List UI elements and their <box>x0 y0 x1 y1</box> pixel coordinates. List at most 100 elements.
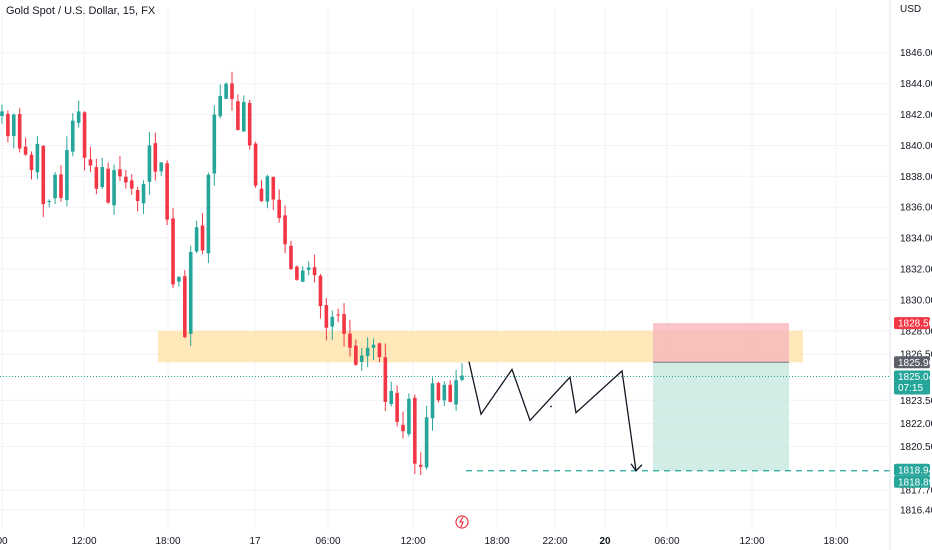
candle-body <box>53 174 57 199</box>
candle-body <box>165 163 169 220</box>
candle-body <box>159 162 164 172</box>
candle-body <box>82 112 87 158</box>
take-profit-tag: 1818.94 <box>894 463 932 476</box>
candle-body <box>359 355 364 362</box>
candle-body <box>76 111 81 123</box>
candle-body <box>312 267 317 276</box>
candle-body <box>430 383 435 419</box>
candle-body <box>106 168 110 203</box>
currency-label: USD <box>900 4 921 15</box>
candle-body <box>395 392 399 422</box>
candle-body <box>454 380 458 405</box>
candle-body <box>100 167 105 188</box>
candle-body <box>241 102 246 132</box>
candle-body <box>300 270 305 282</box>
price-tick-label: 1823.50 <box>900 396 932 407</box>
svg-text:1828.50: 1828.50 <box>898 319 932 330</box>
candle-body <box>35 143 40 173</box>
candle-body <box>247 103 252 146</box>
candle-body <box>112 170 116 206</box>
time-axis[interactable]: 00 12:00 18:00 17 06:00 12:00 18:00 22:00 20 06:0… <box>0 536 849 547</box>
time-tick-label: 12:00 <box>400 536 425 547</box>
candle-body <box>442 384 447 401</box>
price-tick-label: 1816.40 <box>900 506 932 517</box>
stop-loss-tag: 1828.50 <box>894 317 932 330</box>
projection-arrow-head <box>630 463 643 472</box>
stop-loss-zone[interactable] <box>653 323 789 363</box>
price-tick-label: 1842.00 <box>900 110 932 121</box>
candle-body <box>88 159 93 166</box>
candle-body <box>17 113 22 149</box>
candle-body <box>324 305 329 328</box>
candle-body <box>277 199 281 219</box>
candle-body <box>147 145 152 182</box>
event-flag-icon[interactable] <box>455 515 469 529</box>
candle-body <box>389 391 394 404</box>
candle-body <box>295 266 299 280</box>
candle-body <box>330 316 335 327</box>
candle-body <box>47 201 51 203</box>
candle-body <box>118 169 122 177</box>
candle-body <box>318 275 323 307</box>
time-tick-label: 12:00 <box>739 536 764 547</box>
price-tick-label: 1840.00 <box>900 141 932 152</box>
candle-body <box>306 267 311 270</box>
time-tick-label: 12:00 <box>71 536 96 547</box>
candle-body <box>377 343 382 358</box>
time-tick-label: 18:00 <box>823 536 848 547</box>
candle-body <box>41 145 46 205</box>
candle-body <box>401 424 405 432</box>
target-2-tag: 1818.89 <box>894 475 932 488</box>
candle-body <box>336 314 340 316</box>
symbol-title[interactable]: Gold Spot / U.S. Dollar, 15, FX <box>6 5 156 17</box>
candle-body <box>448 384 453 402</box>
time-tick-label: 20 <box>599 536 611 547</box>
candle-body <box>424 417 429 468</box>
candle-body <box>230 83 234 100</box>
candle-body <box>194 227 199 252</box>
candle-body <box>348 333 352 348</box>
candlestick-series <box>0 71 464 476</box>
candle-body <box>200 225 205 251</box>
candle-body <box>289 245 293 269</box>
candle-body <box>236 101 240 130</box>
candle-body <box>436 382 441 401</box>
price-tick-label: 1826.50 <box>900 349 932 360</box>
candle-body <box>265 176 270 202</box>
take-profit-zone[interactable] <box>653 362 789 471</box>
candle-body <box>23 146 28 155</box>
candle-body <box>29 154 34 171</box>
candle-body <box>177 276 181 282</box>
price-tick-label: 1834.00 <box>900 234 932 245</box>
candle-body <box>183 276 187 337</box>
candle-body <box>59 174 63 198</box>
price-tick-label: 1836.00 <box>900 203 932 214</box>
time-tick-label: 18:00 <box>484 536 509 547</box>
candle-body <box>418 464 423 467</box>
time-tick-label: 22:00 <box>542 536 567 547</box>
current-price-tag: 1825.04 07:15 <box>894 370 932 395</box>
price-axis[interactable]: 1846.00 1844.00 1842.00 1840.00 1838.00 1836.… <box>900 48 932 516</box>
small-dot-marker <box>550 405 552 408</box>
candle-body <box>354 345 358 365</box>
time-tick-label: 18:00 <box>155 536 180 547</box>
price-tick-label: 1820.50 <box>900 442 932 453</box>
svg-text:1825.04: 1825.04 <box>898 372 932 383</box>
candle-body <box>70 120 75 152</box>
candle-body <box>383 357 388 402</box>
candle-body <box>0 111 4 117</box>
candle-body <box>188 252 193 334</box>
price-tick-label: 1822.00 <box>900 419 932 430</box>
candle-body <box>129 180 134 189</box>
price-tick-label: 1846.00 <box>900 48 932 59</box>
candle-body <box>271 176 276 200</box>
projection-path[interactable] <box>468 361 637 471</box>
svg-text:1825.96: 1825.96 <box>898 358 932 369</box>
candle-body <box>11 114 16 137</box>
time-tick-label: 06:00 <box>315 536 340 547</box>
svg-text:1818.94: 1818.94 <box>898 465 932 476</box>
price-tick-label: 1830.00 <box>900 295 932 306</box>
candle-body <box>365 347 370 357</box>
candle-body <box>460 375 464 380</box>
